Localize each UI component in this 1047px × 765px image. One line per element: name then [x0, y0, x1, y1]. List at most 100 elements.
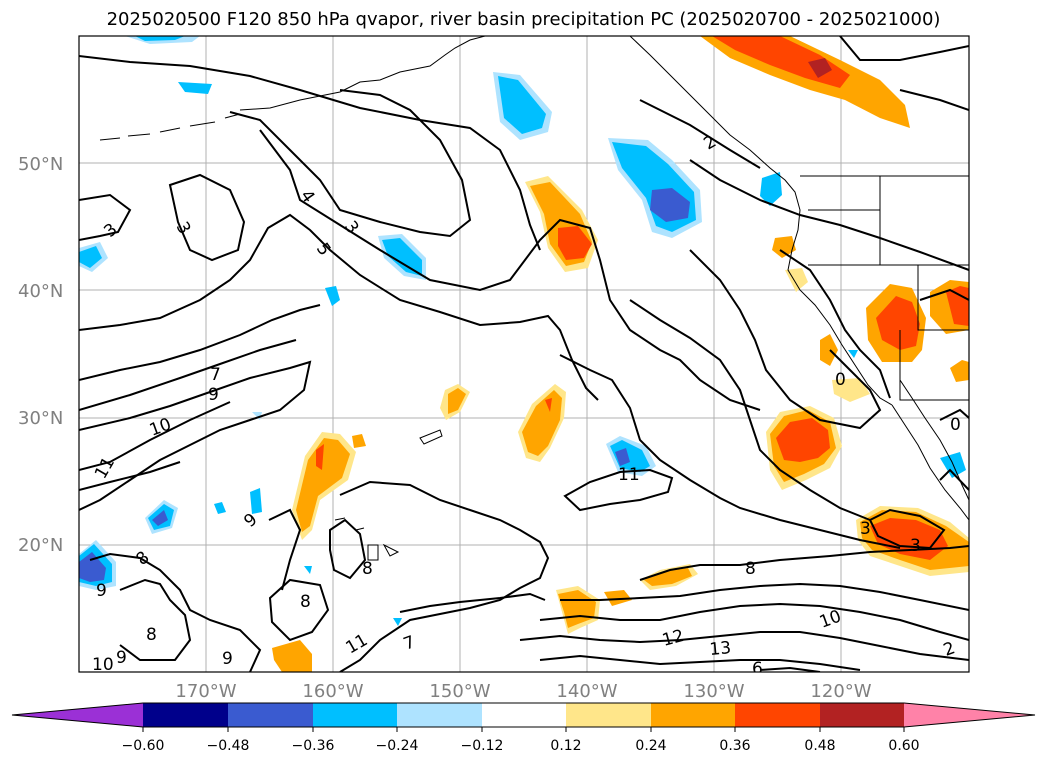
contour-label: 8 [146, 625, 157, 645]
negative-anomaly-patch [382, 238, 422, 276]
negative-anomaly-patch [393, 618, 402, 626]
contour-line [79, 213, 599, 401]
baja-gulf-coast [899, 379, 969, 501]
lat-label: 30°N [18, 408, 63, 429]
colorbar-segment [397, 703, 482, 727]
contour-label: 8 [362, 559, 373, 579]
colorbar-tick-label: −0.36 [292, 738, 335, 754]
positive-anomaly-patch [700, 36, 910, 128]
contour-label: 8 [745, 559, 756, 579]
contour-line [868, 508, 946, 550]
lat-label: 20°N [18, 535, 63, 556]
contour-line [259, 129, 761, 411]
contour-line [539, 602, 969, 641]
colorbar: −0.60 −0.48 −0.36 −0.24 −0.12 0.12 0.24 … [11, 702, 1036, 754]
contour-line [639, 99, 761, 169]
contour-line [79, 193, 132, 241]
contour-line [629, 299, 871, 521]
colorbar-extend-high [904, 703, 1035, 727]
contour-label: 9 [208, 385, 219, 405]
positive-anomaly-patch [712, 36, 850, 88]
north-american-coast [629, 36, 893, 406]
contour-label: 3 [910, 536, 921, 556]
colorbar-segment [482, 703, 566, 727]
negative-anomaly-patch [152, 510, 168, 526]
positive-anomaly-patch [296, 438, 350, 532]
contour-line [899, 89, 969, 111]
contour-label: 7 [210, 365, 221, 385]
contour-line [539, 654, 861, 671]
colorbar-tick-label: 0.60 [888, 738, 919, 754]
contour-line [329, 518, 367, 580]
contour-line [689, 159, 969, 271]
contour-label: 6 [752, 659, 763, 679]
negative-anomaly-patch [178, 82, 212, 94]
negative-anomaly-patch [250, 488, 262, 514]
colorbar-tick-label: 0.24 [635, 738, 666, 754]
positive-anomaly-patch [352, 434, 366, 448]
positive-anomaly-patch [316, 444, 324, 470]
contour-line [689, 249, 882, 430]
shaded-field [79, 36, 969, 672]
contour-line [399, 592, 546, 613]
contour-line [268, 578, 330, 642]
positive-anomaly-patch [448, 388, 466, 414]
contour-label: 9 [116, 648, 127, 668]
negative-anomaly-patch [650, 188, 690, 222]
contour-line [759, 666, 821, 672]
positive-anomaly-patch [522, 390, 562, 456]
positive-anomaly-patch [272, 640, 312, 672]
colorbar-extend-low [12, 703, 143, 727]
contour-line [79, 304, 321, 381]
contour-line [939, 408, 969, 421]
colorbar-segment [820, 703, 904, 727]
alaska-coast [239, 36, 486, 111]
colorbar-segment [313, 703, 397, 727]
positive-anomaly-patch [832, 378, 870, 402]
contour-line [560, 582, 969, 611]
negative-anomaly-patch [848, 350, 858, 358]
positive-anomaly-patch [545, 398, 552, 412]
hawaiian-islands [334, 517, 400, 561]
colorbar-tick-label: 0.36 [719, 738, 750, 754]
lat-label: 50°N [18, 154, 63, 175]
contour-label: 13 [709, 638, 732, 660]
negative-anomaly-patch [135, 36, 185, 41]
lon-label: 170°W [175, 681, 236, 702]
contour-line [519, 631, 969, 661]
negative-anomaly-patch [79, 246, 102, 268]
lat-label: 40°N [18, 281, 63, 302]
positive-anomaly-patch [950, 360, 969, 382]
contour-label: 9 [222, 649, 233, 669]
contour-label: 11 [618, 465, 640, 485]
aleutian-islands [99, 113, 241, 141]
contour-label: 0 [835, 370, 846, 390]
positive-anomaly-patch [772, 236, 796, 258]
negative-anomaly-patch [615, 448, 630, 466]
contour-line [79, 360, 312, 511]
contour-label: 8 [300, 592, 311, 612]
colorbar-segment [143, 703, 228, 727]
contour-label: 3 [860, 519, 871, 539]
positive-anomaly-patch [644, 568, 692, 586]
contour-label: 10 [92, 655, 114, 675]
lon-label: 120°W [810, 681, 871, 702]
longitude-labels: 170°W 160°W 150°W 140°W 130°W 120°W [175, 681, 871, 702]
positive-anomaly-patch [820, 334, 838, 366]
latitude-labels: 50°N 40°N 30°N 20°N [18, 154, 63, 556]
contour-line [559, 354, 901, 549]
contour-line [839, 36, 969, 61]
coastlines [99, 36, 969, 561]
pacific-island [419, 429, 443, 445]
map-title: 2025020500 F120 850 hPa qvapor, river ba… [106, 9, 941, 30]
contour-line [79, 55, 541, 251]
positive-anomaly-patch [604, 590, 632, 606]
negative-anomaly-patch [79, 552, 106, 582]
negative-anomaly-patch [214, 502, 226, 514]
colorbar-segment [228, 703, 313, 727]
colorbar-segment [735, 703, 820, 727]
colorbar-tick-label: −0.24 [376, 738, 419, 754]
positive-anomaly-patch [876, 296, 920, 350]
negative-anomaly-patch [325, 286, 340, 306]
